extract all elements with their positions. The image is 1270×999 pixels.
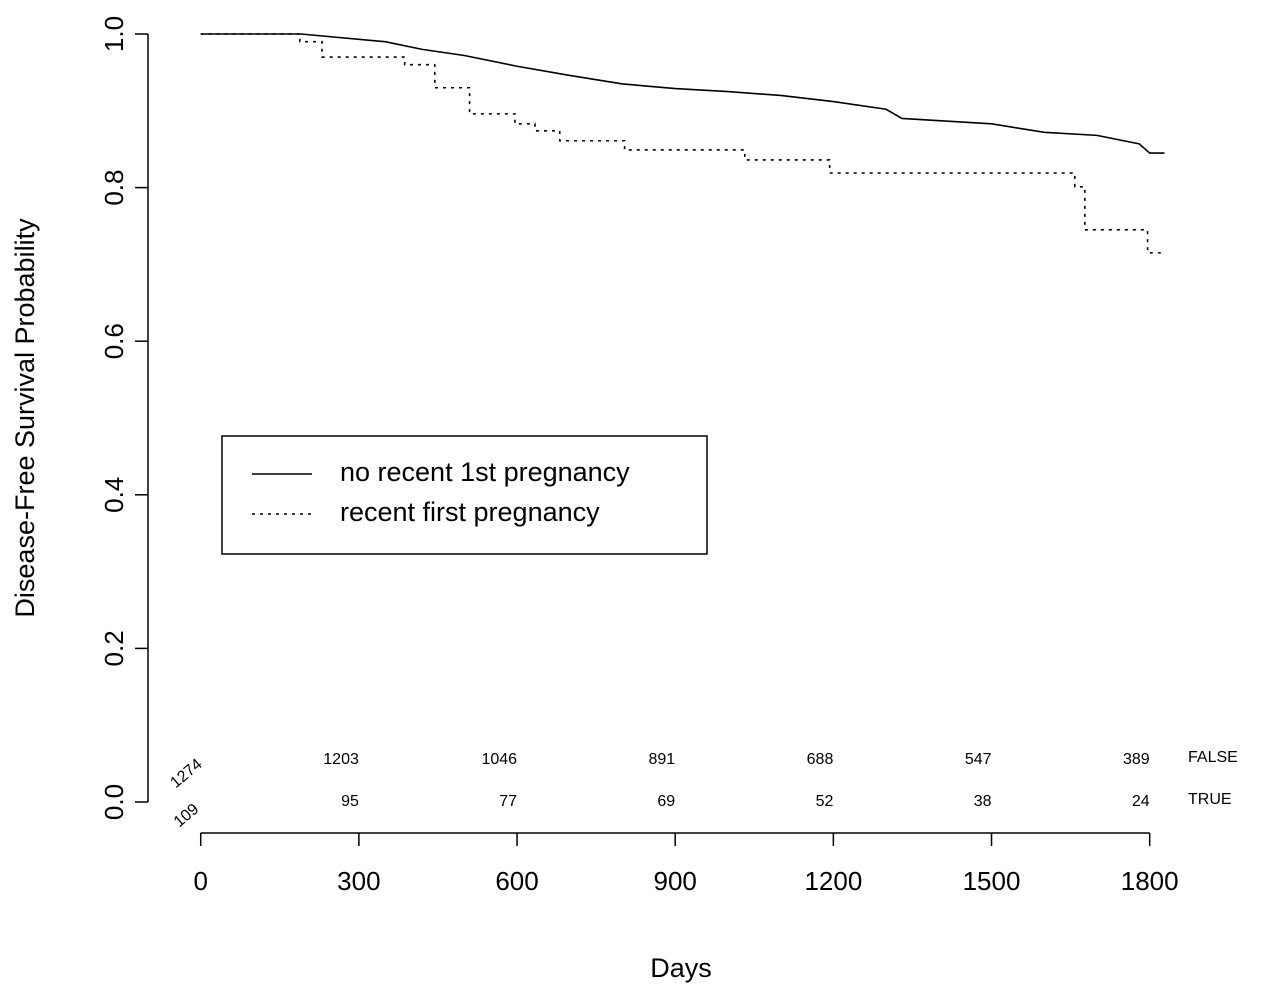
- risk-count: 891: [648, 751, 675, 768]
- y-tick-label: 0.4: [99, 477, 129, 513]
- y-tick-label: 1.0: [99, 16, 129, 52]
- x-tick-label: 0: [193, 866, 207, 896]
- x-axis-title: Days: [650, 953, 712, 983]
- risk-count: 688: [807, 751, 834, 768]
- risk-count: 95: [341, 793, 359, 810]
- x-tick-label: 600: [495, 866, 538, 896]
- risk-count: 24: [1132, 793, 1150, 810]
- x-tick-label: 1200: [804, 866, 862, 896]
- x-tick-label: 300: [337, 866, 380, 896]
- legend-label: no recent 1st pregnancy: [340, 457, 630, 487]
- x-tick-label: 1800: [1121, 866, 1179, 896]
- risk-count: 547: [965, 751, 992, 768]
- y-tick-label: 0.6: [99, 323, 129, 359]
- risk-count: 109: [171, 801, 202, 831]
- risk-count: 38: [974, 793, 992, 810]
- risk-count: 1274: [167, 756, 205, 792]
- y-tick-label: 0.0: [99, 784, 129, 820]
- y-axis-title: Disease-Free Survival Probability: [10, 218, 40, 618]
- y-tick-label: 0.2: [99, 630, 129, 666]
- risk-count: 77: [499, 793, 517, 810]
- risk-count: 389: [1123, 751, 1150, 768]
- risk-count: 1203: [323, 751, 359, 768]
- x-tick-label: 1500: [963, 866, 1021, 896]
- x-tick-label: 900: [654, 866, 697, 896]
- y-tick-label: 0.8: [99, 170, 129, 206]
- risk-count: 1046: [481, 751, 517, 768]
- risk-count: 69: [657, 793, 675, 810]
- survival-curve: [200, 33, 1165, 254]
- risk-row-label: TRUE: [1188, 791, 1232, 808]
- legend-label: recent first pregnancy: [340, 497, 600, 527]
- legend-box: [221, 435, 708, 555]
- survival-curve: [200, 33, 1165, 154]
- risk-row-label: FALSE: [1188, 749, 1238, 766]
- risk-count: 52: [816, 793, 834, 810]
